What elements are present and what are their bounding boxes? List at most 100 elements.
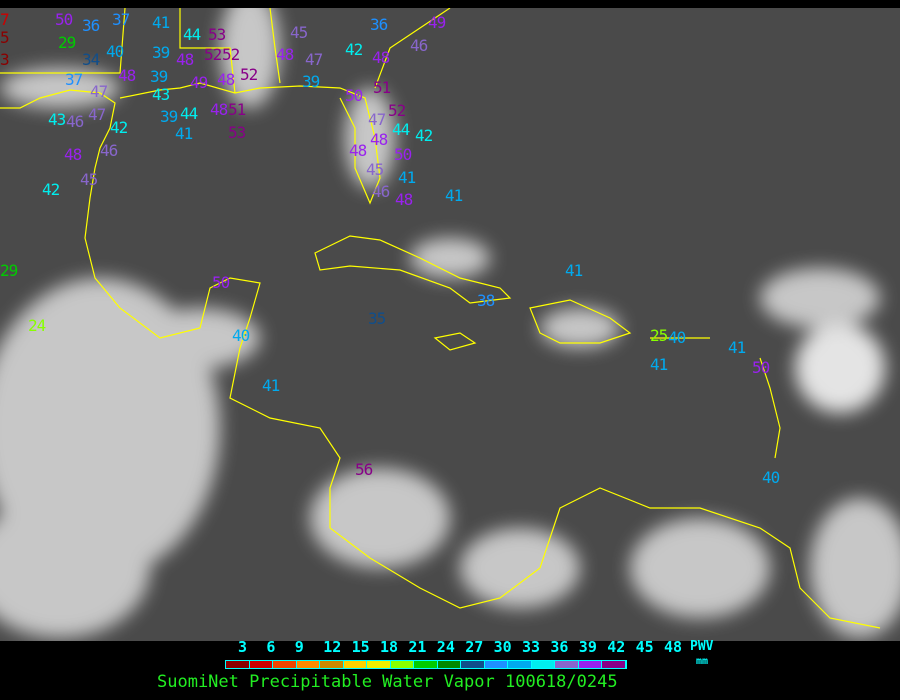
station-pwv-value: 52: [240, 65, 258, 84]
station-pwv-value: 35: [368, 309, 386, 328]
station-pwv-value: 43: [48, 110, 66, 129]
station-pwv-value: 36: [82, 16, 100, 35]
legend-tick: 27: [465, 638, 484, 656]
station-pwv-value: 48: [370, 130, 388, 149]
station-pwv-value: 47: [305, 50, 323, 69]
station-pwv-value: 37: [112, 10, 130, 29]
clouds: [0, 8, 900, 638]
station-pwv-value: 48: [217, 70, 235, 89]
legend-swatch: [461, 661, 485, 668]
legend-swatch: [390, 661, 414, 668]
legend-tick: 39: [578, 638, 597, 656]
legend-unit-label: PWV: [690, 639, 714, 654]
station-pwv-value: 36: [370, 15, 388, 34]
station-pwv-value: 50: [345, 86, 363, 105]
station-pwv-value: 3: [0, 50, 10, 69]
legend-swatch: [414, 661, 438, 668]
station-pwv-value: 46: [410, 36, 428, 55]
station-pwv-value: 44: [183, 25, 201, 44]
station-pwv-value: 41: [262, 376, 280, 395]
station-pwv-value: 48: [372, 48, 390, 67]
legend-swatch: [531, 661, 555, 668]
station-pwv-value: 50: [55, 10, 73, 29]
legend-tick: 9: [294, 638, 304, 656]
station-pwv-value: 39: [160, 107, 178, 126]
legend-tick: 3: [238, 638, 248, 656]
legend-tick: 42: [607, 638, 626, 656]
station-pwv-value: 39: [152, 43, 170, 62]
station-pwv-value: 50: [752, 358, 770, 377]
legend-tick: 33: [522, 638, 541, 656]
station-pwv-value: 25: [650, 326, 668, 345]
station-pwv-value: 34: [82, 50, 100, 69]
satellite-map: 7 5 3 50 29 36 37 40 41 39 44 53 34 37 47 48 39 43 48 49 52 5…: [0, 8, 900, 641]
station-pwv-value: 42: [345, 40, 363, 59]
legend-swatch: [437, 661, 461, 668]
station-pwv-value: 46: [372, 182, 390, 201]
legend-tick: 6: [266, 638, 276, 656]
legend-tick: 21: [408, 638, 427, 656]
station-pwv-value: 49: [428, 13, 446, 32]
station-pwv-value: 29: [58, 33, 76, 52]
station-pwv-value: 53: [208, 25, 226, 44]
legend-unit: mm: [696, 656, 709, 667]
station-pwv-value: 41: [728, 338, 746, 357]
legend-swatch: [226, 661, 250, 668]
station-pwv-value: 41: [565, 261, 583, 280]
legend-swatch: [602, 661, 626, 668]
station-pwv-value: 41: [152, 13, 170, 32]
station-pwv-value: 51: [228, 100, 246, 119]
station-pwv-value: 42: [110, 118, 128, 137]
station-pwv-value: 7: [0, 10, 10, 29]
station-pwv-value: 38: [477, 291, 495, 310]
legend-swatch: [320, 661, 344, 668]
station-pwv-value: 48: [395, 190, 413, 209]
station-pwv-value: 48: [118, 66, 136, 85]
station-pwv-value: 45: [366, 160, 384, 179]
legend-swatch: [367, 661, 391, 668]
station-pwv-value: 47: [90, 82, 108, 101]
station-pwv-value: 45: [290, 23, 308, 42]
station-pwv-value: 39: [150, 67, 168, 86]
station-pwv-value: 41: [650, 355, 668, 374]
station-pwv-value: 48: [64, 145, 82, 164]
station-pwv-value: 52: [204, 45, 222, 64]
station-pwv-value: 48: [276, 45, 294, 64]
station-pwv-value: 5: [0, 28, 10, 47]
satellite-imagery: [0, 8, 900, 638]
color-scale-bar: [225, 660, 627, 669]
station-pwv-value: 24: [28, 316, 46, 335]
station-pwv-value: 40: [762, 468, 780, 487]
legend-tick: 36: [550, 638, 569, 656]
station-pwv-value: 49: [190, 73, 208, 92]
legend-swatch: [508, 661, 532, 668]
station-pwv-value: 43: [152, 85, 170, 104]
station-pwv-value: 40: [106, 42, 124, 61]
station-pwv-value: 29: [0, 261, 18, 280]
station-pwv-value: 50: [212, 273, 230, 292]
legend-swatch: [273, 661, 297, 668]
legend-tick: 15: [351, 638, 370, 656]
station-pwv-value: 45: [80, 170, 98, 189]
station-pwv-value: 41: [175, 124, 193, 143]
legend-tick: 24: [436, 638, 455, 656]
coastlines: [0, 8, 881, 629]
legend-tick: 48: [664, 638, 683, 656]
station-pwv-value: 48: [176, 50, 194, 69]
legend-swatch: [343, 661, 367, 668]
legend-swatch: [249, 661, 273, 668]
legend-tick: 12: [323, 638, 342, 656]
station-pwv-value: 56: [355, 460, 373, 479]
station-pwv-value: 46: [66, 112, 84, 131]
legend-ticks: 3 6 9 12 15 18 21 24 27 30 33 36 39 42 45 48: [238, 638, 698, 656]
station-pwv-value: 51: [373, 78, 391, 97]
station-pwv-value: 47: [368, 110, 386, 129]
station-pwv-value: 50: [394, 145, 412, 164]
station-pwv-value: 41: [398, 168, 416, 187]
legend-swatch: [555, 661, 579, 668]
station-pwv-value: 46: [100, 141, 118, 160]
product-title: SuomiNet Precipitable Water Vapor 100618…: [157, 672, 618, 692]
station-pwv-value: 47: [88, 105, 106, 124]
station-pwv-value: 48: [349, 141, 367, 160]
legend-swatch: [484, 661, 508, 668]
